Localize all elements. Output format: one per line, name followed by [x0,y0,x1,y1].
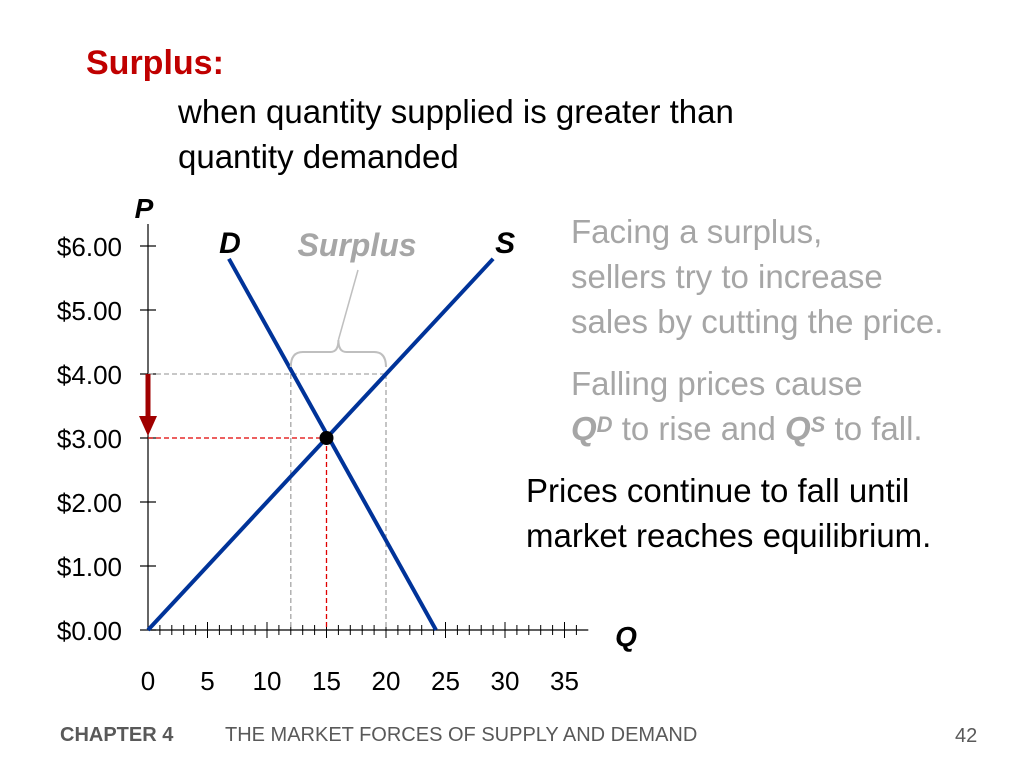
note3-line-2: market reaches equilibrium. [526,517,932,554]
note2-line-1: Falling prices cause [571,365,863,402]
qd-q: Q [571,410,597,447]
note1-line-2: sellers try to increase [571,258,883,295]
note2-mid: to rise and [612,410,785,447]
slide-subtitle: when quantity supplied is greater than q… [178,89,878,179]
slide-heading: Surplus: [86,44,224,82]
equilibrium-point [319,431,334,445]
note1-line-1: Facing a surplus, [571,213,823,250]
qd-superscript: D [596,412,613,437]
demand-curve [227,257,438,631]
note-equilibrium: Prices continue to fall until market rea… [526,468,931,558]
x-tick-label: 5 [200,666,214,696]
y-tick-label: $1.00 [57,552,122,582]
x-tick-label: 15 [312,666,341,696]
qs-superscript: S [810,412,826,437]
demand-label: D [219,227,241,260]
x-tick-label: 30 [491,666,520,696]
supply-curve [146,257,495,632]
x-tick-label: 25 [431,666,460,696]
x-tick-label: 0 [141,666,155,696]
price-arrow-head [139,416,157,436]
note1-line-3: sales by cutting the price. [571,303,944,340]
y-tick-label: $3.00 [57,424,122,454]
note3-line-1: Prices continue to fall until [526,472,910,509]
note2-end: to fall. [825,410,923,447]
note2-line-2: QD to rise and QS to fall. [571,406,923,451]
x-tick-label: 20 [372,666,401,696]
note-falling-prices: Falling prices cause QD to rise and QS t… [571,361,923,451]
y-axis-label: P [135,193,154,224]
y-tick-label: $2.00 [57,488,122,518]
surplus-label: Surplus [297,227,416,263]
footer-title: THE MARKET FORCES OF SUPPLY AND DEMAND [225,724,698,746]
y-tick-label: $6.00 [57,232,122,262]
x-tick-label: 10 [253,666,282,696]
qs-q: Q [785,410,811,447]
y-tick-label: $0.00 [57,616,122,646]
note-surplus-response: Facing a surplus, sellers try to increas… [571,209,943,344]
y-tick-label: $4.00 [57,360,122,390]
supply-label: S [495,227,515,260]
surplus-brace [289,339,387,368]
y-tick-label: $5.00 [57,296,122,326]
footer-chapter: CHAPTER 4 [60,724,174,746]
subtitle-line-1: when quantity supplied is greater than [178,93,734,130]
x-tick-label: 35 [550,666,579,696]
subtitle-line-2: quantity demanded [178,138,459,175]
qd-symbol: QD [571,410,613,447]
qs-symbol: QS [785,410,825,447]
surplus-pointer [337,269,359,341]
x-axis-label: Q [615,621,637,652]
page-number: 42 [955,725,978,747]
